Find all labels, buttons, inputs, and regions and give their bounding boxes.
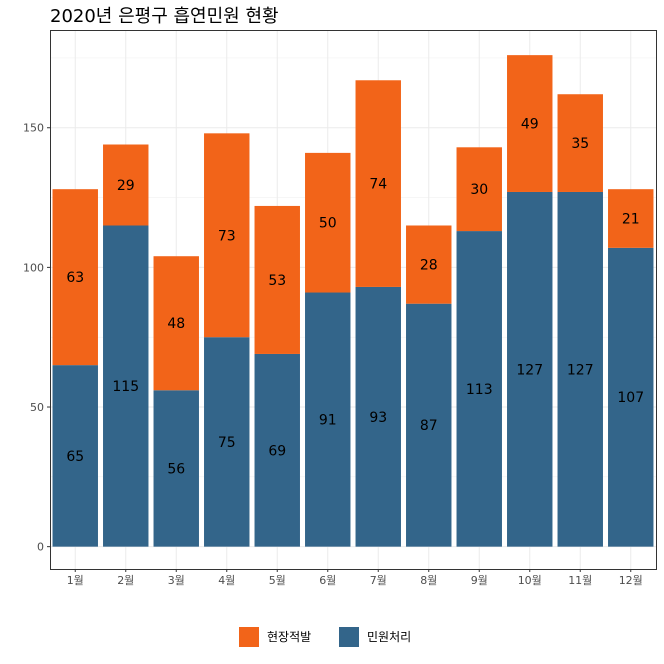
bar-segment	[52, 189, 98, 366]
data-label: 50	[319, 216, 337, 232]
bar-segment	[254, 205, 300, 354]
chart-title: 2020년 은평구 흡연민원 현황	[50, 6, 279, 27]
bar-segment	[456, 147, 502, 232]
bar-segment	[608, 189, 654, 248]
data-label: 87	[420, 418, 438, 434]
x-tick-label: 1월	[67, 574, 84, 587]
x-tick-label: 5월	[269, 574, 286, 587]
data-label: 91	[319, 413, 337, 429]
bar-segment	[507, 191, 553, 547]
data-label: 113	[466, 382, 493, 398]
bar-segment	[355, 80, 401, 287]
data-label: 115	[112, 379, 139, 395]
data-label: 127	[567, 362, 594, 378]
bar-segment	[557, 191, 603, 547]
y-tick-label: 50	[30, 401, 44, 414]
data-labels: 65 63 115 29 56 48 75 73 69 53 91 50 93 74 87 28 113 30 12…	[66, 117, 644, 478]
x-tick-label: 10월	[518, 574, 542, 587]
y-tick-label: 150	[23, 122, 44, 135]
x-tick-label: 6월	[319, 574, 336, 587]
y-tick-label: 0	[37, 541, 44, 554]
data-label: 74	[369, 177, 387, 193]
data-label: 69	[268, 443, 286, 459]
data-label: 29	[117, 178, 135, 194]
bar-segment	[406, 303, 452, 547]
bars	[52, 55, 654, 547]
bar-segment	[103, 225, 149, 547]
data-label: 93	[369, 410, 387, 426]
x-tick-label: 3월	[168, 574, 185, 587]
legend-label: 현장적발	[267, 630, 311, 644]
bar-segment	[406, 225, 452, 304]
data-label: 49	[521, 117, 539, 133]
x-tick-label: 8월	[420, 574, 437, 587]
x-tick-label: 2월	[117, 574, 134, 587]
data-label: 65	[66, 449, 84, 465]
data-label: 56	[167, 461, 185, 477]
plot-panel-border	[50, 30, 657, 570]
bar-segment	[52, 365, 98, 547]
legend-key	[239, 627, 259, 647]
data-label: 48	[167, 316, 185, 332]
data-label: 63	[66, 270, 84, 286]
data-label: 73	[218, 228, 236, 244]
legend-key	[339, 627, 359, 647]
data-label: 127	[516, 362, 543, 378]
bar-segment	[608, 247, 654, 547]
bar-segment	[305, 292, 351, 547]
x-tick-label: 11월	[568, 574, 592, 587]
x-tick-label: 12월	[619, 574, 643, 587]
bar-segment	[204, 337, 250, 547]
bar-segment	[153, 390, 199, 547]
bar-segment	[305, 152, 351, 293]
bar-segment	[204, 133, 250, 338]
plot-background	[50, 30, 656, 569]
data-label: 75	[218, 435, 236, 451]
legend: 현장적발 민원처리	[239, 627, 411, 647]
data-label: 28	[420, 258, 438, 274]
data-label: 21	[622, 212, 640, 228]
x-tick-label: 7월	[370, 574, 387, 587]
x-tick-label: 9월	[471, 574, 488, 587]
data-label: 107	[617, 390, 644, 406]
data-label: 35	[571, 136, 589, 152]
data-label: 53	[268, 273, 286, 289]
bar-segment	[507, 55, 553, 192]
y-tick-label: 100	[23, 261, 44, 274]
bar-segment	[103, 144, 149, 226]
x-tick-label: 4월	[218, 574, 235, 587]
bar-segment	[254, 353, 300, 547]
bar-segment	[456, 231, 502, 547]
bar-segment	[557, 94, 603, 192]
axes: 0 50 100 150 1월 2월 3월 4월 5월 6월 7월 8월 9월 10월 11월 12월	[23, 122, 643, 587]
bar-segment	[355, 286, 401, 547]
legend-label: 민원처리	[367, 630, 411, 644]
data-label: 30	[470, 182, 488, 198]
bar-segment	[153, 256, 199, 391]
